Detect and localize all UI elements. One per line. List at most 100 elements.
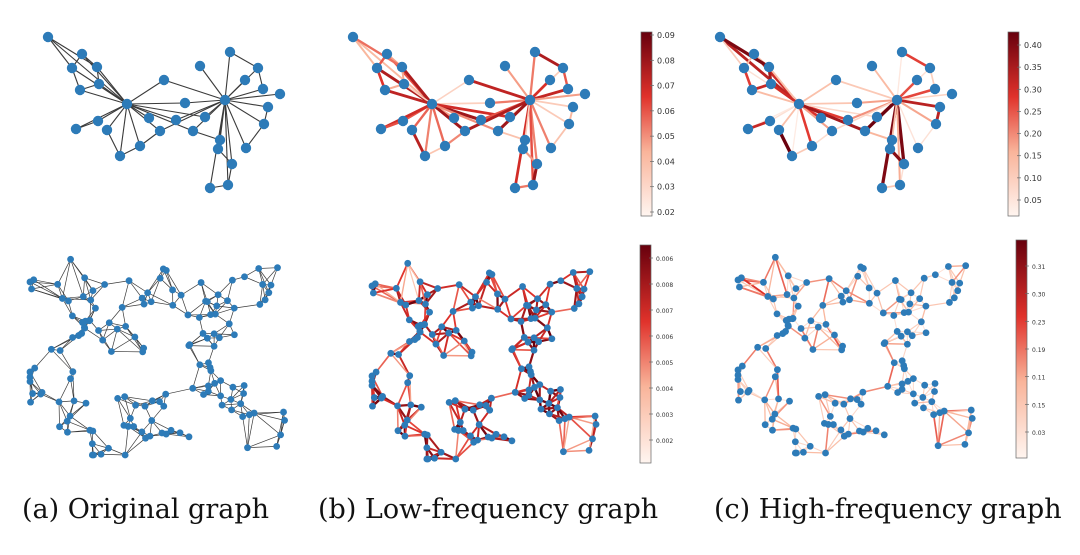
graph-node	[147, 298, 155, 306]
graph-node	[911, 74, 923, 86]
graph-node	[826, 125, 838, 137]
graph-edge	[442, 332, 450, 356]
graph-node	[113, 325, 121, 333]
graph-node	[907, 289, 915, 297]
graph-node	[185, 433, 193, 441]
graph-edge	[798, 79, 837, 105]
graph-node	[504, 111, 516, 123]
graph-edge	[774, 257, 788, 295]
colorbar-tick-label: 0.23	[1032, 319, 1046, 326]
graph-node	[773, 310, 781, 318]
graph-node	[200, 391, 207, 398]
graph-node	[274, 264, 281, 272]
graph-edge	[896, 87, 936, 102]
graph-edge	[124, 396, 153, 402]
graph-node	[92, 115, 104, 127]
colorbar-tick-label: 0.002	[656, 438, 673, 445]
graph-node	[763, 61, 775, 73]
graph-node	[931, 380, 939, 387]
graph-edge	[219, 99, 226, 141]
graph-node	[762, 345, 770, 352]
graph-edge	[224, 99, 265, 125]
graph-edge	[352, 36, 403, 68]
graph-edge	[192, 364, 201, 389]
graph-node	[890, 312, 898, 319]
graph-node	[89, 287, 97, 295]
graph-edge	[455, 441, 475, 460]
graph-node	[754, 343, 762, 351]
graph-edge	[258, 268, 270, 293]
graph-node	[761, 396, 769, 404]
graph-edge	[719, 35, 770, 69]
graph-node	[130, 423, 138, 430]
graph-node	[257, 83, 269, 95]
graph-edge	[448, 401, 462, 423]
graph-node	[553, 404, 561, 412]
graph-edge	[510, 304, 528, 320]
graph-edge	[896, 93, 953, 101]
graph-node	[876, 182, 888, 194]
graph-node	[394, 427, 402, 435]
graph-edge	[825, 435, 845, 454]
graph-node	[799, 448, 807, 456]
graph-node	[880, 431, 888, 439]
graph-node	[432, 340, 440, 348]
graph-edge	[901, 50, 931, 70]
original-graph-small	[42, 31, 286, 194]
graph-edge	[180, 282, 202, 296]
colorbar-tick-label: 0.05	[1024, 196, 1042, 205]
graph-node	[484, 97, 496, 109]
graph-node	[501, 295, 509, 303]
graph-edge	[126, 103, 177, 121]
graph-node	[204, 182, 216, 194]
graph-node	[822, 449, 829, 457]
graph-edge	[762, 256, 777, 283]
graph-edge	[948, 282, 961, 303]
graph-node	[378, 394, 385, 402]
graph-node	[416, 328, 424, 335]
graph-node	[92, 304, 99, 312]
graph-node	[830, 74, 842, 86]
graph-node	[426, 98, 438, 110]
graph-node	[162, 267, 170, 274]
graph-node	[771, 253, 779, 261]
graph-node	[105, 319, 113, 327]
graph-node	[213, 302, 221, 310]
graph-node	[529, 46, 541, 58]
graph-edge	[757, 346, 778, 371]
graph-edge	[166, 270, 182, 296]
graph-edge	[84, 327, 103, 341]
colorbar-tick-label: 0.06	[657, 107, 675, 116]
graph-edge	[58, 401, 68, 422]
graph-edge	[258, 268, 272, 286]
graph-node	[79, 293, 87, 300]
graph-node	[261, 296, 269, 304]
graph-edge	[568, 416, 594, 440]
graph-node	[194, 60, 206, 72]
graph-node	[790, 294, 798, 302]
graph-edge	[57, 259, 71, 285]
graph-node	[154, 125, 166, 137]
graph-node	[240, 142, 252, 154]
graph-edge	[925, 301, 950, 307]
graph-node	[517, 318, 525, 325]
colorbar-tick-label: 0.30	[1032, 292, 1046, 299]
graph-node	[126, 414, 134, 422]
graph-node	[591, 412, 599, 420]
graph-node	[831, 399, 839, 407]
graph-edge	[69, 415, 91, 431]
graph-node	[156, 398, 163, 405]
graph-node	[735, 396, 742, 404]
graph-edge	[845, 266, 862, 292]
graph-node	[56, 423, 63, 431]
graph-edge	[224, 99, 269, 108]
graph-node	[224, 46, 236, 58]
colorbar-tick-label: 0.004	[656, 386, 673, 393]
graph-node	[536, 381, 544, 388]
graph-node	[422, 300, 429, 308]
graph-edge	[818, 396, 825, 424]
graph-node	[407, 401, 415, 409]
graph-node	[904, 377, 912, 385]
graph-node	[488, 271, 496, 278]
graph-node	[544, 74, 556, 86]
